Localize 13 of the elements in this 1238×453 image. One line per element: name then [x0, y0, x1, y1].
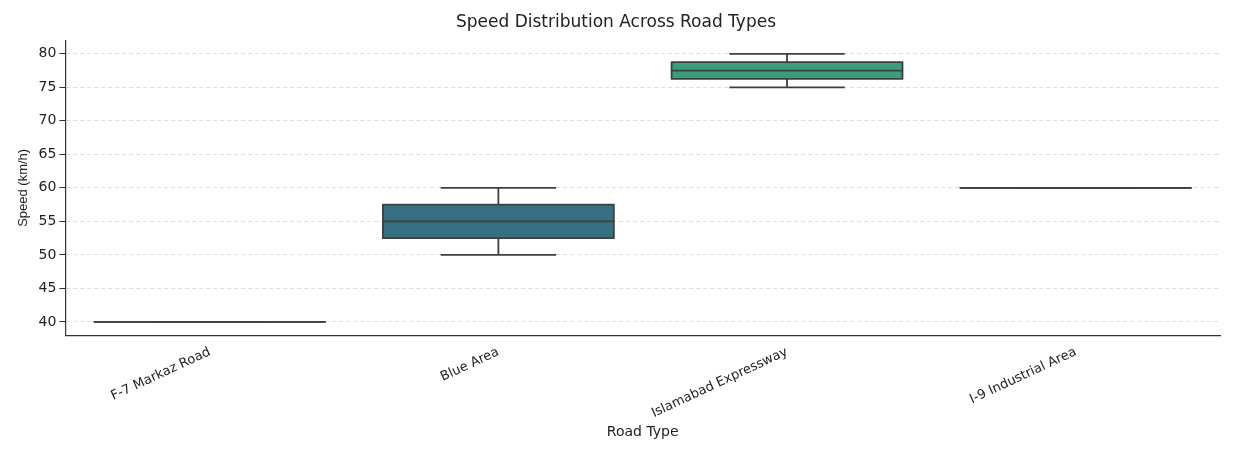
x-tick-label: Blue Area [437, 343, 502, 384]
y-tick-label: 60 [38, 178, 57, 195]
y-tick-label: 80 [38, 44, 57, 61]
chart-title: Speed Distribution Across Road Types [455, 10, 777, 31]
y-tick-label: 75 [38, 77, 57, 94]
y-tick-label: 55 [38, 212, 57, 229]
x-axis-title: Road Type [606, 423, 679, 440]
y-tick-label: 50 [38, 245, 57, 262]
y-axis-title: Speed (km/h) [15, 148, 31, 227]
y-tick-label: 70 [38, 111, 57, 128]
y-tick-label: 45 [38, 279, 57, 296]
y-tick-label: 40 [38, 312, 57, 329]
y-tick-label: 65 [38, 144, 57, 161]
